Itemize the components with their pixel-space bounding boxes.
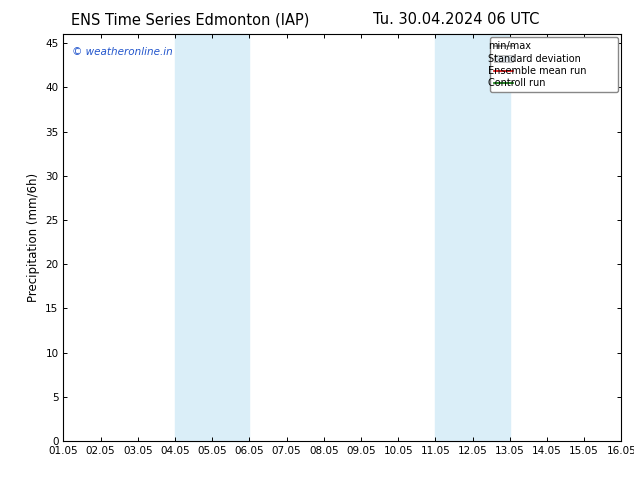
Legend: min/max, Standard deviation, Ensemble mean run, Controll run: min/max, Standard deviation, Ensemble me… bbox=[489, 37, 618, 92]
Y-axis label: Precipitation (mm/6h): Precipitation (mm/6h) bbox=[27, 173, 40, 302]
Text: ENS Time Series Edmonton (IAP): ENS Time Series Edmonton (IAP) bbox=[71, 12, 309, 27]
Text: © weatheronline.in: © weatheronline.in bbox=[72, 47, 172, 56]
Bar bbox=[436, 34, 510, 441]
Text: Tu. 30.04.2024 06 UTC: Tu. 30.04.2024 06 UTC bbox=[373, 12, 540, 27]
Bar bbox=[175, 34, 249, 441]
